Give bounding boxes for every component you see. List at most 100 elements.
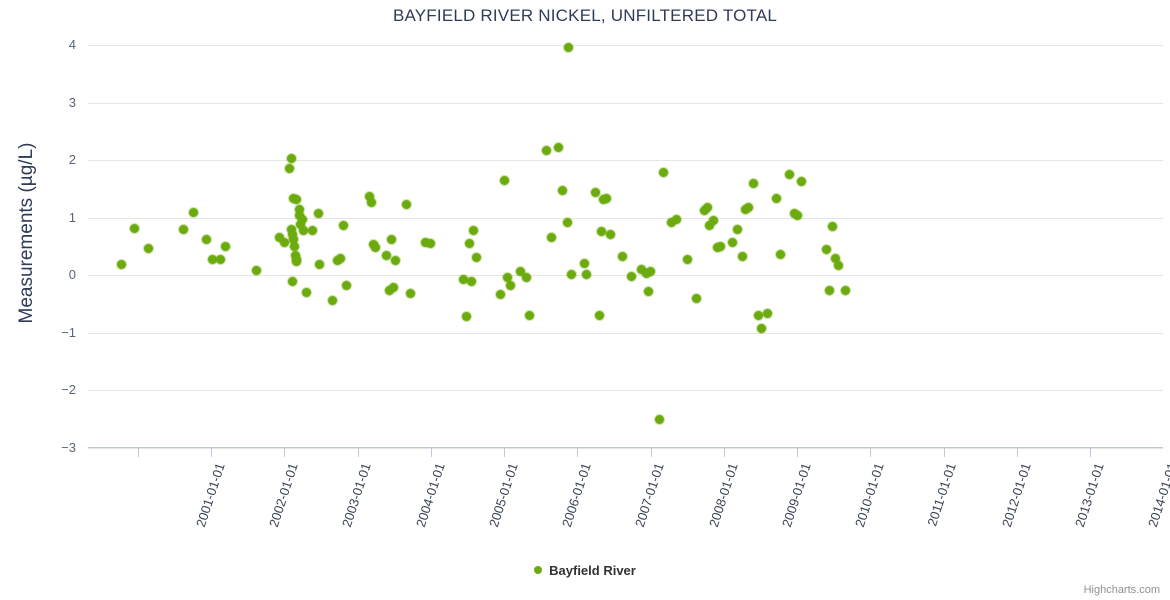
data-point[interactable] <box>821 245 831 255</box>
data-point[interactable] <box>840 286 850 296</box>
data-point[interactable] <box>772 193 782 203</box>
data-point[interactable] <box>471 252 481 262</box>
data-point[interactable] <box>627 271 637 281</box>
data-point[interactable] <box>499 175 509 185</box>
data-point[interactable] <box>129 224 139 234</box>
data-point[interactable] <box>296 219 306 229</box>
data-point[interactable] <box>763 309 773 319</box>
data-point[interactable] <box>618 252 628 262</box>
data-point[interactable] <box>581 270 591 280</box>
data-point[interactable] <box>458 275 468 285</box>
data-point[interactable] <box>553 142 563 152</box>
data-point[interactable] <box>289 235 299 245</box>
data-point[interactable] <box>505 280 515 290</box>
data-point[interactable] <box>315 260 325 270</box>
data-point[interactable] <box>221 242 231 251</box>
data-point[interactable] <box>202 235 212 245</box>
data-point[interactable] <box>298 214 308 224</box>
data-point[interactable] <box>386 234 396 244</box>
data-point[interactable] <box>792 210 802 220</box>
data-point[interactable] <box>401 199 411 209</box>
data-point[interactable] <box>776 250 786 260</box>
data-point[interactable] <box>299 225 308 235</box>
chart-legend[interactable]: Bayfield River <box>0 562 1170 578</box>
data-point[interactable] <box>704 221 714 231</box>
data-point[interactable] <box>737 251 747 261</box>
data-point[interactable] <box>286 153 296 163</box>
data-point[interactable] <box>525 310 535 320</box>
data-point[interactable] <box>178 225 188 235</box>
data-point[interactable] <box>495 289 505 299</box>
data-point[interactable] <box>516 267 526 277</box>
data-point[interactable] <box>646 267 656 277</box>
data-point[interactable] <box>335 254 345 264</box>
data-point[interactable] <box>279 237 289 247</box>
data-point[interactable] <box>716 242 726 251</box>
data-point[interactable] <box>732 224 742 234</box>
data-point[interactable] <box>468 226 478 236</box>
data-point[interactable] <box>215 255 225 265</box>
data-point[interactable] <box>364 191 374 201</box>
data-point[interactable] <box>292 195 302 205</box>
data-point[interactable] <box>591 187 601 197</box>
data-point[interactable] <box>503 272 513 282</box>
data-point[interactable] <box>546 233 556 243</box>
highcharts-credits[interactable]: Highcharts.com <box>1083 584 1160 596</box>
data-point[interactable] <box>328 295 338 305</box>
data-point[interactable] <box>208 255 218 265</box>
legend-item-bayfield-river[interactable]: Bayfield River <box>549 563 636 579</box>
data-point[interactable] <box>654 415 664 425</box>
data-point[interactable] <box>691 293 701 303</box>
data-point[interactable] <box>833 260 843 270</box>
data-point[interactable] <box>467 277 477 287</box>
data-point[interactable] <box>567 269 577 279</box>
data-point[interactable] <box>405 289 415 299</box>
data-point[interactable] <box>144 243 154 253</box>
data-point[interactable] <box>672 214 682 224</box>
data-point[interactable] <box>287 225 297 235</box>
data-point[interactable] <box>521 273 531 283</box>
data-point[interactable] <box>338 221 348 231</box>
data-point[interactable] <box>542 145 552 155</box>
data-point[interactable] <box>824 286 834 296</box>
data-point[interactable] <box>709 216 719 226</box>
data-point[interactable] <box>703 202 713 212</box>
data-point[interactable] <box>288 277 298 287</box>
data-point[interactable] <box>754 310 764 320</box>
data-point[interactable] <box>426 239 436 249</box>
data-point[interactable] <box>666 217 676 227</box>
data-point[interactable] <box>748 179 758 189</box>
data-point[interactable] <box>421 237 431 247</box>
data-point[interactable] <box>290 242 300 251</box>
data-point[interactable] <box>558 185 568 195</box>
data-point[interactable] <box>605 229 615 239</box>
data-point[interactable] <box>580 258 590 268</box>
plot-area[interactable] <box>88 43 1163 449</box>
data-point[interactable] <box>597 227 607 237</box>
data-point[interactable] <box>307 225 317 235</box>
data-point[interactable] <box>461 311 471 321</box>
data-point[interactable] <box>391 256 401 266</box>
data-point[interactable] <box>682 254 692 264</box>
data-point[interactable] <box>370 243 380 253</box>
data-point[interactable] <box>288 230 298 240</box>
data-point[interactable] <box>594 311 604 321</box>
data-point[interactable] <box>643 287 653 297</box>
data-point[interactable] <box>295 205 305 215</box>
data-point[interactable] <box>602 193 612 203</box>
data-point[interactable] <box>117 260 127 270</box>
data-point[interactable] <box>189 208 199 218</box>
data-point[interactable] <box>274 232 284 242</box>
data-point[interactable] <box>342 281 352 291</box>
data-point[interactable] <box>301 288 311 298</box>
data-point[interactable] <box>659 167 669 177</box>
data-point[interactable] <box>252 265 262 275</box>
data-point[interactable] <box>292 256 302 266</box>
data-point[interactable] <box>827 221 837 231</box>
data-point[interactable] <box>796 176 806 186</box>
data-point[interactable] <box>464 238 474 248</box>
data-point[interactable] <box>744 202 754 212</box>
data-point[interactable] <box>367 197 377 207</box>
data-point[interactable] <box>389 283 399 293</box>
data-point[interactable] <box>830 253 840 263</box>
